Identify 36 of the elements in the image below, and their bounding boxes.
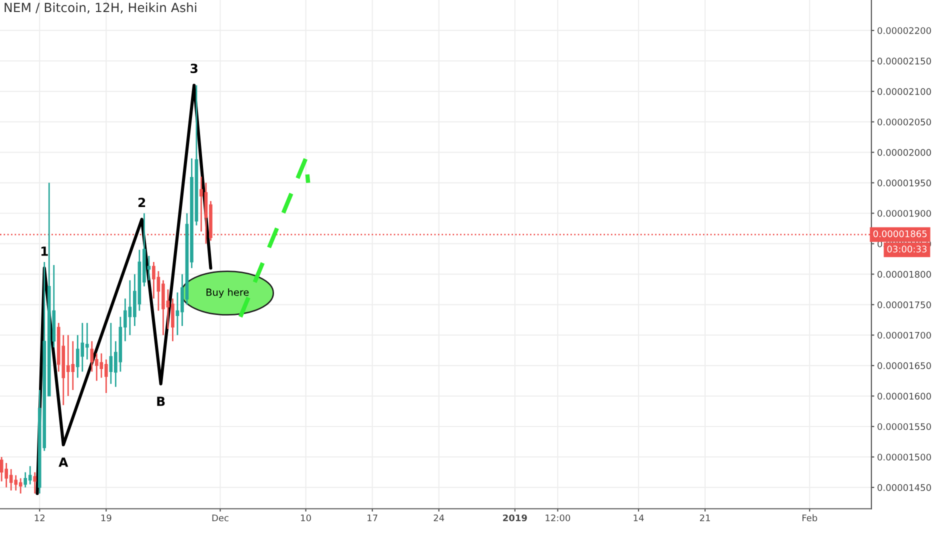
x-tick-label: Dec <box>212 514 228 522</box>
y-tick-label: 0.00001700 <box>878 332 931 339</box>
y-tick-label: 0.00002150 <box>878 58 931 64</box>
text: 03:00:33 <box>887 246 927 252</box>
annotation: A <box>58 458 68 467</box>
candlestick <box>33 472 37 494</box>
y-tick-label: 0.00002100 <box>878 88 931 95</box>
y-tick-label: 0.00001900 <box>878 210 931 217</box>
y-tick-label: 0.00001750 <box>878 301 931 308</box>
x-tick-label: 2019 <box>503 514 527 522</box>
y-tick-label: 0.00002050 <box>878 118 931 126</box>
annotation: Buy here <box>206 288 249 298</box>
y-tick-label: 0.00002200 <box>878 27 931 34</box>
y-tick-label: 0.00001950 <box>878 180 931 186</box>
annotation: 1 <box>41 246 48 256</box>
x-tick-label: 17 <box>368 514 378 522</box>
y-tick-label: 0.00001600 <box>878 392 931 400</box>
y-tick-label: 0.00002000 <box>878 149 931 156</box>
x-tick-label: 14 <box>634 514 644 522</box>
x-tick-label: 21 <box>700 514 710 522</box>
y-tick-label: 0.00001550 <box>878 423 931 430</box>
y-tick-label: 0.00001450 <box>878 484 931 491</box>
x-tick-label: 10 <box>301 514 311 522</box>
x-tick-label: Feb <box>802 514 818 522</box>
y-tick-label: 0.00001800 <box>878 270 931 278</box>
x-tick-label: 19 <box>101 514 112 522</box>
x-tick-label: 12 <box>34 514 44 522</box>
chart-title: NEM / Bitcoin, 12H, Heikin Ashi <box>4 2 196 14</box>
y-tick-label: 0.00001650 <box>878 362 931 370</box>
annotation: B <box>157 396 165 406</box>
ref-line-label: 0.00001865 <box>873 230 927 238</box>
annotation: 3 <box>190 64 198 74</box>
x-tick-label: 12:00 <box>546 514 570 522</box>
y-tick-label: 0.00001500 <box>878 454 931 461</box>
annotation: 2 <box>138 198 146 208</box>
x-tick-label: 24 <box>434 514 444 522</box>
